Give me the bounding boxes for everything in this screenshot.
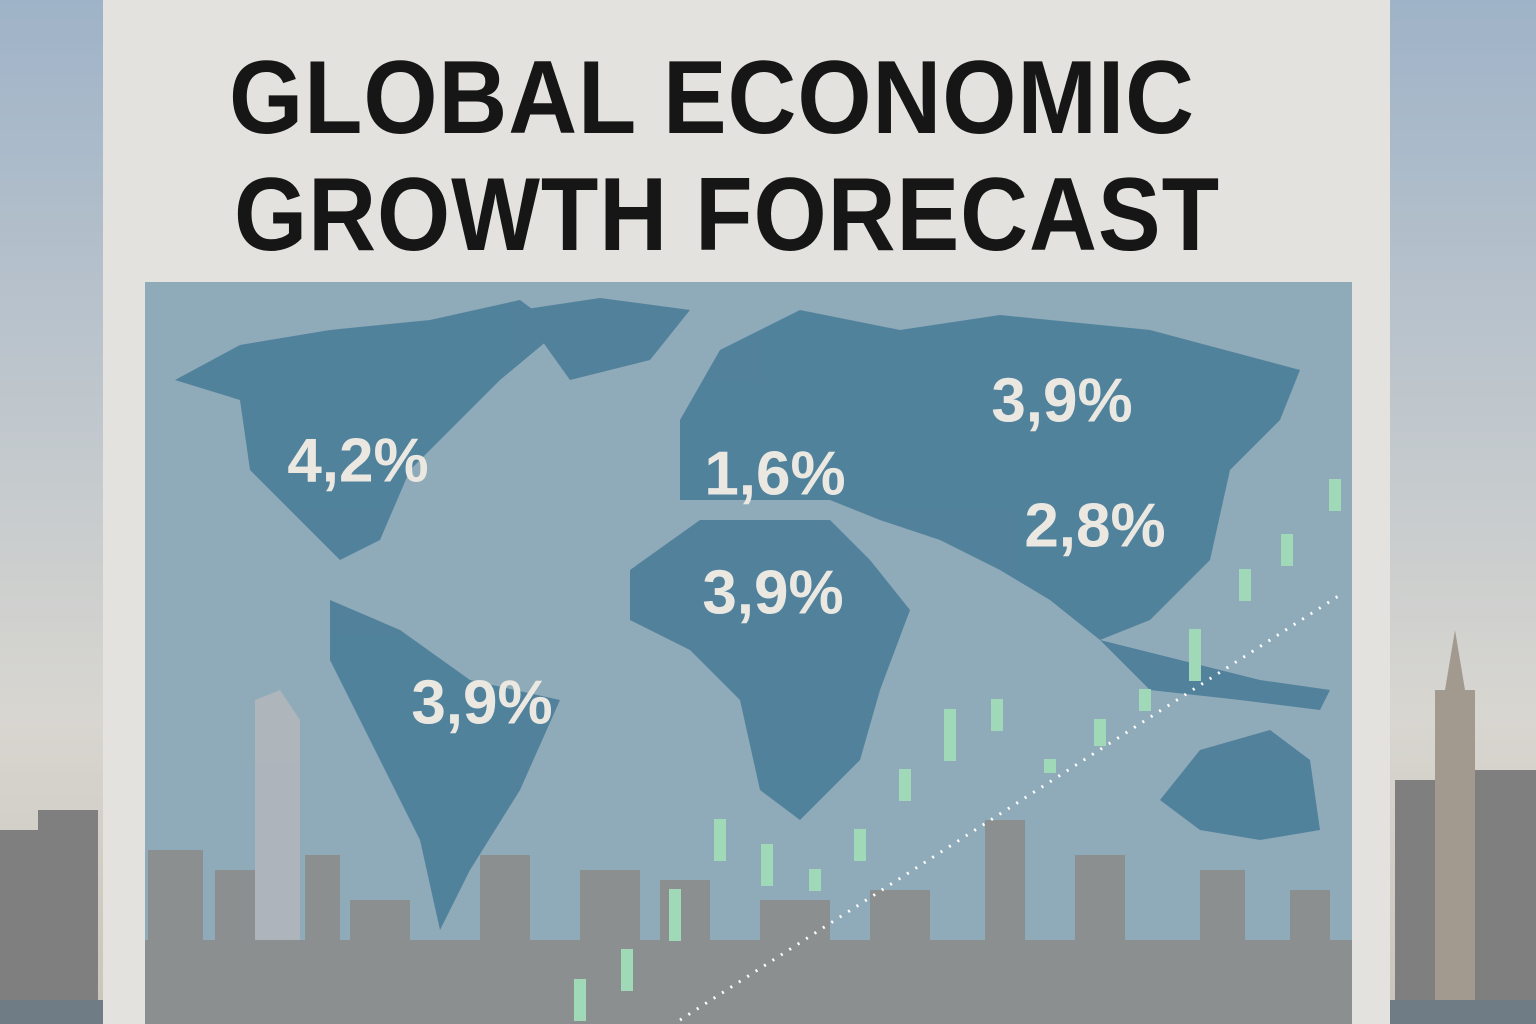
map-skyline [145, 690, 1352, 1024]
title-line: GROWTH FORECAST [234, 157, 1220, 273]
growth-label: 4,2% [287, 426, 428, 495]
trend-line [679, 593, 1341, 1022]
skyline [0, 630, 1536, 1024]
continents [175, 298, 1330, 930]
growth-label: 2,8% [1024, 491, 1165, 560]
growth-label: 1,6% [704, 439, 845, 508]
growth-label: 3,9% [411, 668, 552, 737]
growth-label: 3,9% [702, 558, 843, 627]
growth-label: 3,9% [991, 366, 1132, 435]
title-line: GLOBAL ECONOMIC [229, 40, 1195, 156]
candlesticks [574, 479, 1341, 1021]
